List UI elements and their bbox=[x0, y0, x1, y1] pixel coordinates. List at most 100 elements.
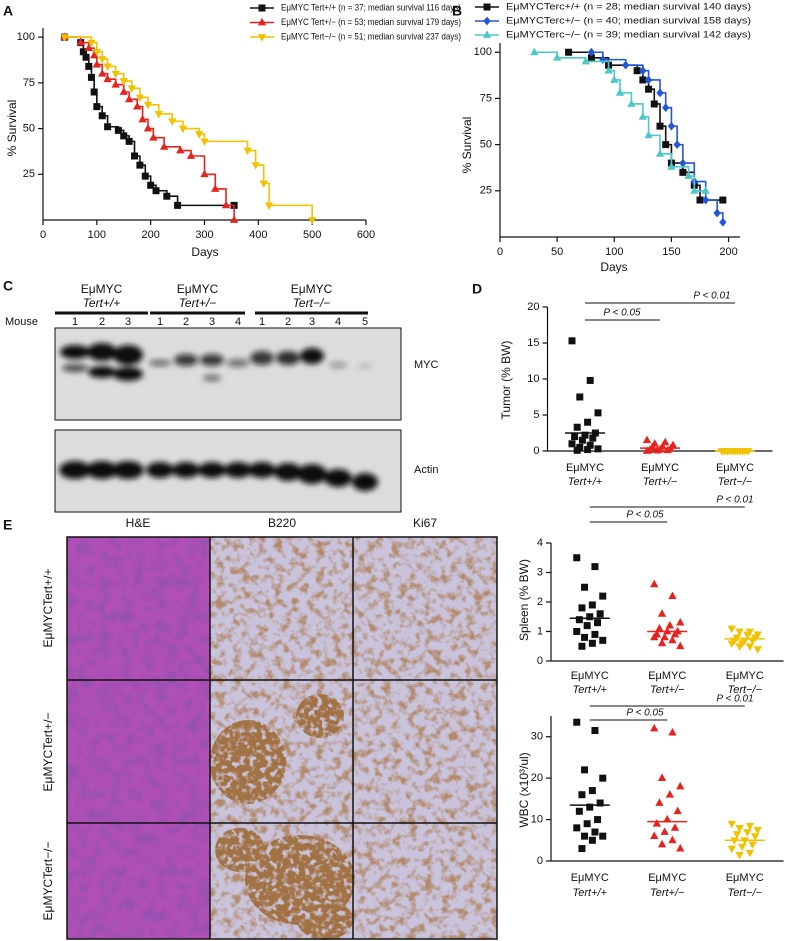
data-point bbox=[584, 446, 592, 454]
x-tick-label: EμMYC bbox=[726, 872, 764, 884]
data-point bbox=[642, 435, 652, 444]
marker bbox=[60, 34, 69, 42]
x-tick-label: Tert+/+ bbox=[568, 476, 603, 488]
legend-label: EμMYCTerc+/+ (n = 28; median survival 14… bbox=[506, 2, 751, 13]
legend-marker bbox=[258, 4, 266, 12]
lane-label: 1 bbox=[259, 316, 265, 328]
marker bbox=[627, 99, 636, 107]
data-point bbox=[589, 434, 597, 442]
marker bbox=[662, 103, 670, 113]
marker bbox=[143, 101, 153, 110]
marker bbox=[662, 141, 670, 149]
data-point bbox=[732, 831, 742, 839]
x-tick-label: EμMYC bbox=[641, 462, 679, 474]
data-point bbox=[594, 816, 602, 824]
marker bbox=[565, 48, 573, 56]
x-tick-label: 150 bbox=[662, 246, 680, 258]
marker bbox=[120, 132, 128, 140]
legend-label: EμMYC Tert−/− (n = 51; median survival 2… bbox=[281, 31, 461, 41]
data-point bbox=[676, 781, 685, 790]
marker bbox=[622, 60, 630, 70]
survival-line bbox=[64, 36, 235, 207]
data-point bbox=[650, 831, 659, 840]
data-point bbox=[735, 628, 744, 637]
marker bbox=[131, 152, 139, 160]
marker bbox=[92, 48, 101, 57]
marker bbox=[85, 62, 93, 70]
data-point bbox=[568, 440, 576, 448]
marker bbox=[655, 149, 665, 157]
data-point bbox=[735, 851, 744, 860]
row-label: EμMYCTert+/− bbox=[41, 713, 55, 792]
marker bbox=[87, 73, 95, 81]
marker bbox=[200, 169, 209, 178]
marker bbox=[168, 118, 177, 126]
marker bbox=[98, 56, 107, 64]
data-point bbox=[573, 824, 581, 832]
y-tick-label: 3 bbox=[537, 566, 543, 578]
marker bbox=[138, 114, 147, 123]
marker bbox=[152, 187, 160, 195]
b220-clusters bbox=[210, 694, 355, 940]
marker bbox=[163, 192, 171, 200]
group-label: EμMYC bbox=[291, 282, 333, 296]
marker bbox=[103, 63, 112, 72]
marker bbox=[174, 201, 182, 209]
lane-label: 3 bbox=[309, 316, 315, 328]
data-point bbox=[599, 592, 607, 600]
data-point bbox=[599, 832, 607, 840]
panel-label: E bbox=[3, 517, 12, 533]
marker bbox=[103, 74, 112, 83]
data-point bbox=[578, 604, 586, 612]
y-tick-label: 2 bbox=[537, 596, 543, 608]
marker bbox=[673, 140, 681, 150]
lane-label: 2 bbox=[285, 316, 291, 328]
y-tick-label: 50 bbox=[480, 139, 492, 151]
lane-label: 4 bbox=[335, 316, 341, 328]
marker bbox=[229, 215, 239, 223]
column-label: B220 bbox=[268, 516, 296, 530]
x-tick-label: Tert+/− bbox=[650, 887, 685, 899]
data-point bbox=[586, 376, 594, 384]
x-tick-label: Tert+/− bbox=[643, 476, 678, 488]
marker bbox=[119, 87, 128, 95]
x-tick-label: 200 bbox=[141, 229, 159, 241]
marker bbox=[104, 123, 112, 131]
y-tick-label: 10 bbox=[527, 373, 539, 385]
column-label: H&E bbox=[126, 516, 151, 530]
marker bbox=[84, 43, 93, 52]
marker bbox=[667, 162, 676, 170]
marker bbox=[650, 100, 658, 108]
x-tick-label: 100 bbox=[88, 229, 106, 241]
marker bbox=[667, 121, 676, 131]
data-point bbox=[581, 832, 589, 840]
marker bbox=[176, 145, 185, 154]
x-tick-label: Tert−/− bbox=[728, 684, 763, 696]
y-tick-label: 50 bbox=[23, 122, 35, 134]
data-point bbox=[599, 774, 607, 782]
x-tick-label: 300 bbox=[195, 229, 213, 241]
histology-grid bbox=[66, 536, 498, 940]
marker bbox=[221, 200, 231, 209]
data-point bbox=[591, 828, 599, 836]
x-tick-label: EμMYC bbox=[726, 670, 764, 682]
marker bbox=[141, 172, 149, 180]
marker bbox=[679, 168, 687, 176]
data-point bbox=[650, 632, 659, 641]
legend-label: EμMYCTerc−/− (n = 39; median survival 14… bbox=[506, 30, 751, 41]
data-point bbox=[665, 790, 674, 798]
y-tick-label: 25 bbox=[23, 168, 35, 180]
data-point bbox=[657, 638, 667, 647]
data-point bbox=[745, 822, 755, 831]
y-tick-label: 1 bbox=[537, 625, 543, 637]
x-tick-label: 400 bbox=[249, 229, 267, 241]
data-point bbox=[743, 631, 752, 640]
data-point bbox=[573, 628, 581, 635]
lane-label: 1 bbox=[157, 316, 163, 328]
data-point bbox=[594, 619, 602, 627]
marker bbox=[719, 217, 727, 227]
data-point bbox=[657, 773, 667, 782]
marker bbox=[702, 195, 710, 205]
column-label: Ki67 bbox=[413, 516, 437, 530]
marker bbox=[610, 75, 619, 83]
